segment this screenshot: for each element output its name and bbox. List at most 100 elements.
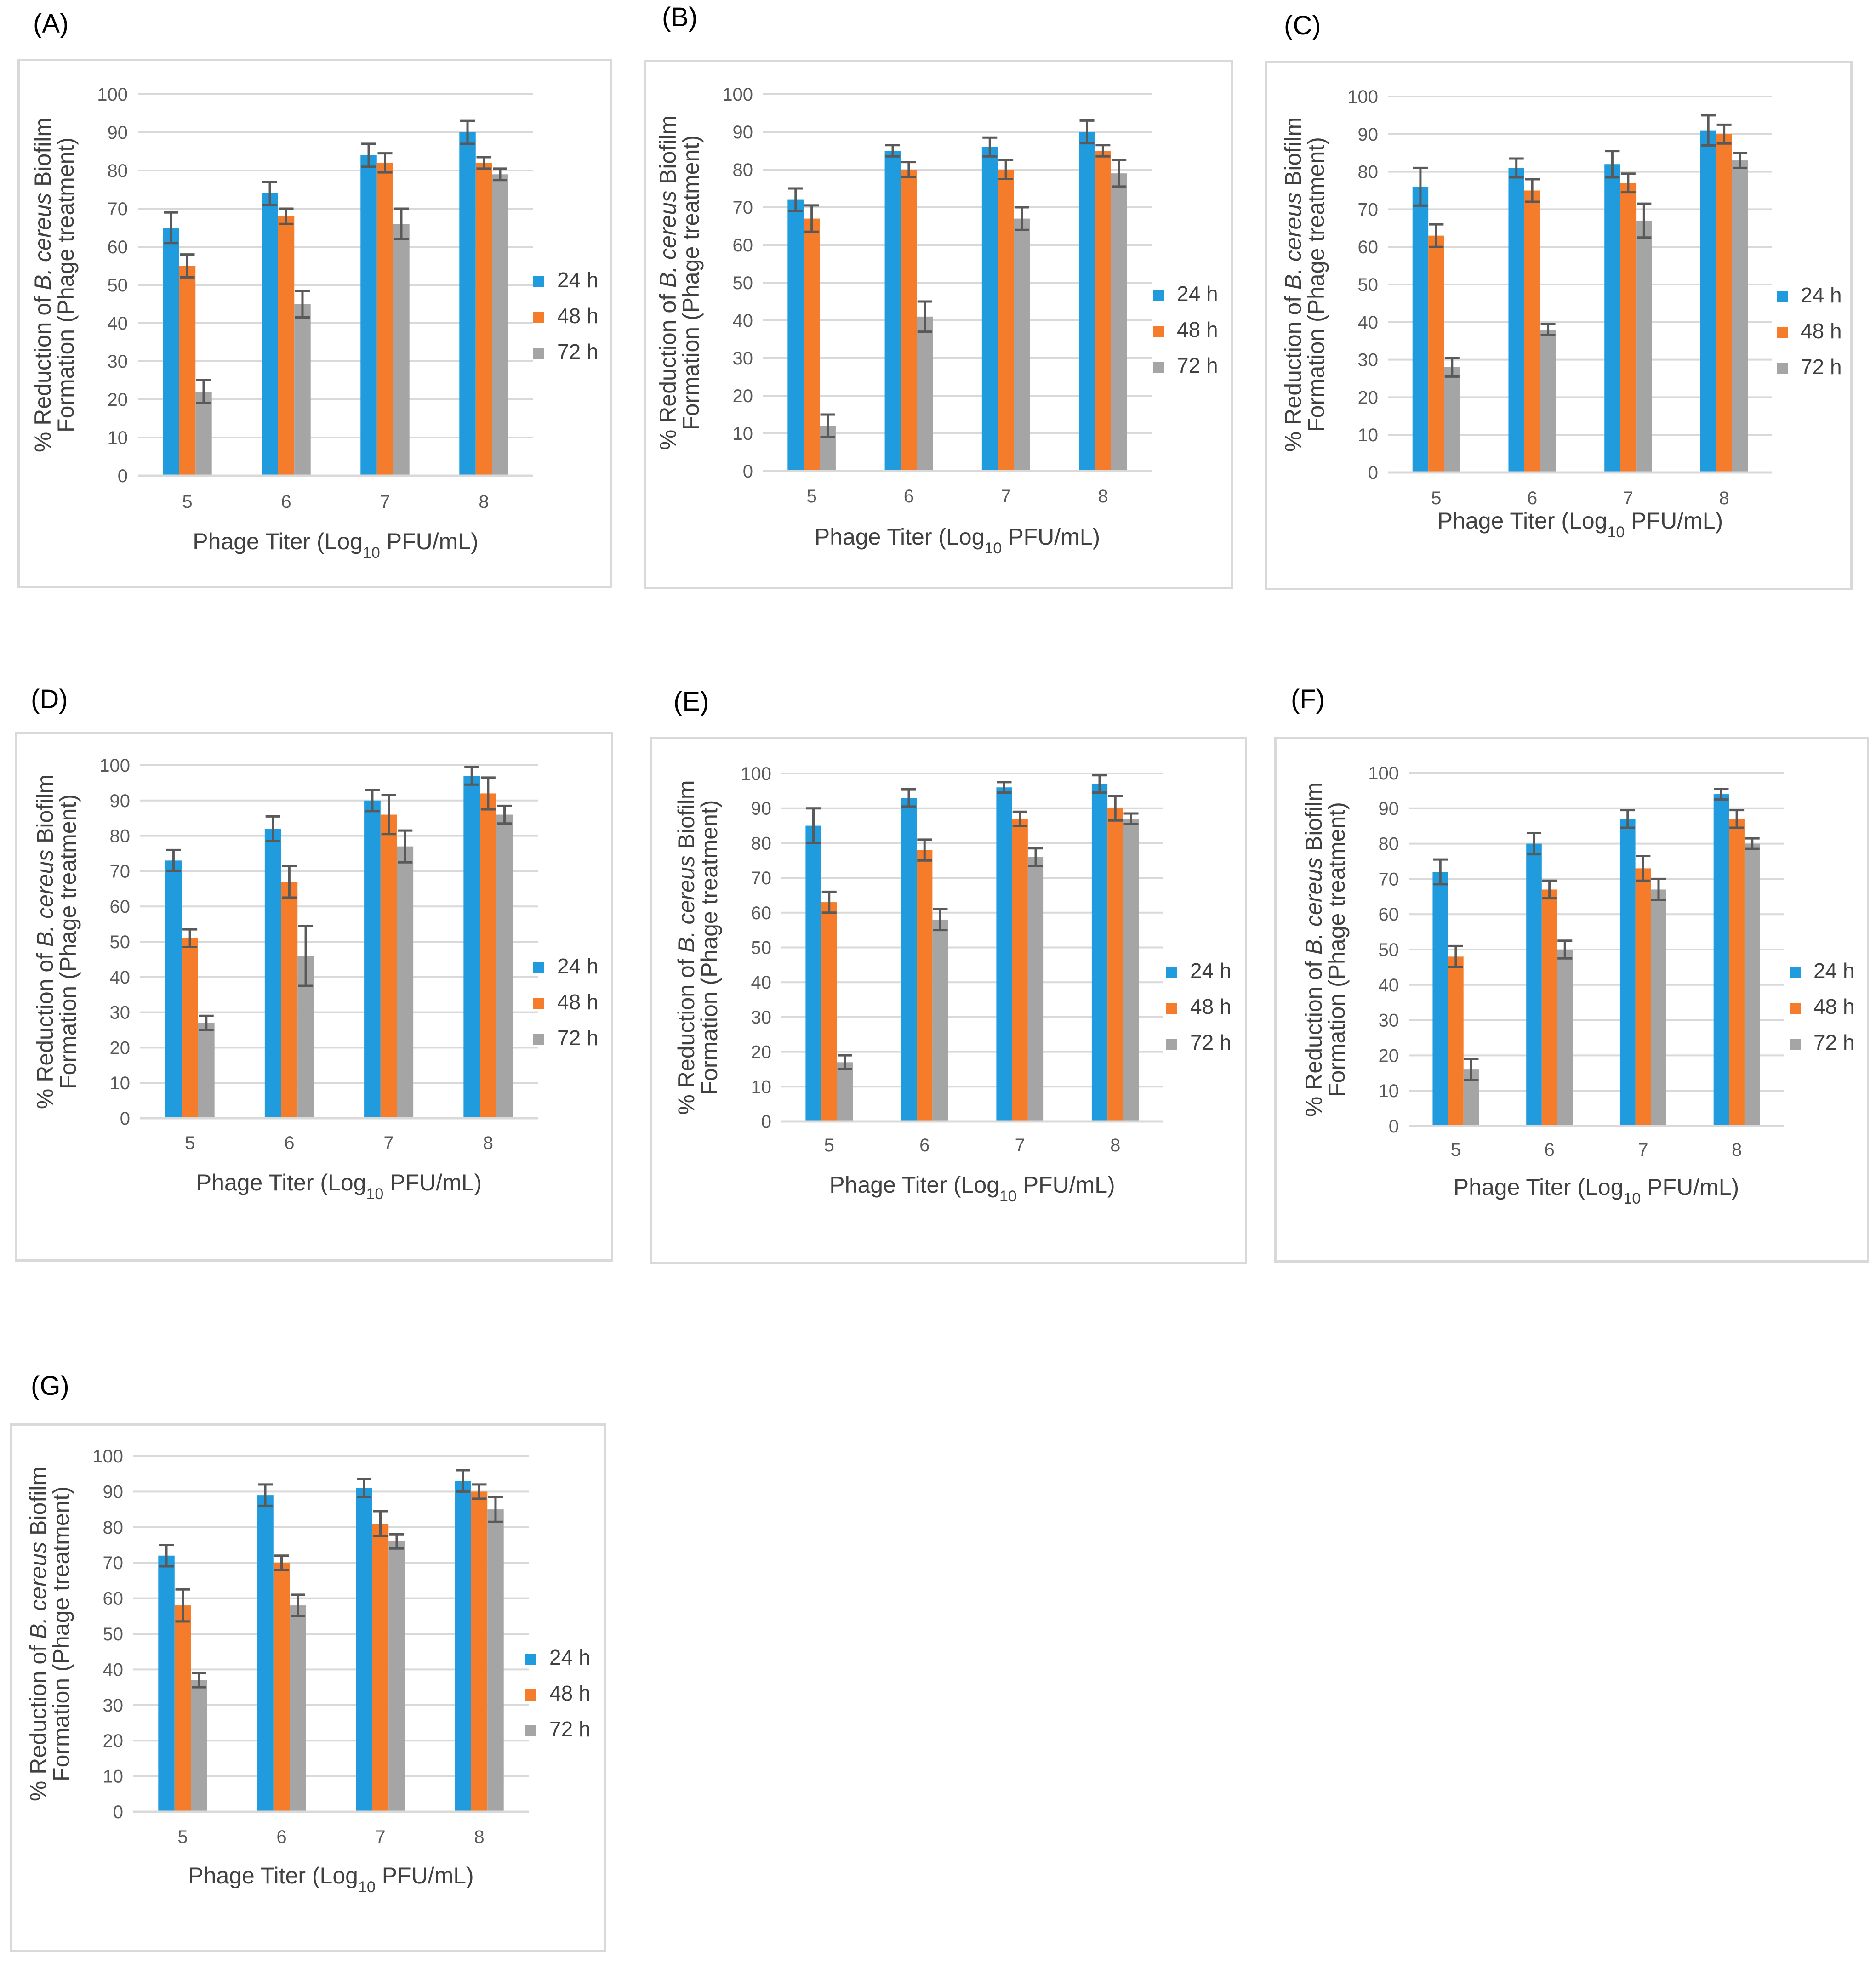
x-axis-title: Phage Titer (Log10 PFU/mL) (1454, 1174, 1739, 1207)
bar-72h-6 (932, 919, 948, 1121)
bar-24h-5 (787, 199, 804, 472)
y-tick-label: 40 (103, 1660, 124, 1680)
legend-label-24h: 24 h (1813, 959, 1855, 983)
bar-24h-7 (364, 800, 381, 1118)
bar-24h-5 (1432, 872, 1448, 1126)
chart-e: 0 10 20 30 40 50 60 70 80 90 100 5 6 7 8 Phage Titer (L… (673, 764, 1232, 1205)
bar-48h-7 (1620, 183, 1637, 472)
bar-48h-8 (471, 1491, 488, 1812)
x-axis-title: Phage Titer (Log10 PFU/mL) (188, 1863, 473, 1896)
legend-label-24h: 24 h (1801, 283, 1842, 307)
y-tick-label: 0 (120, 1109, 130, 1129)
y-tick-label: 50 (733, 273, 753, 293)
y-axis-title-line1: % Reduction of B. cereus Biofilm (673, 780, 699, 1115)
y-tick-label: 70 (103, 1553, 124, 1573)
x-tick-label: 8 (474, 1827, 484, 1847)
y-tick-label: 20 (103, 1731, 124, 1751)
y-tick-label: 30 (1358, 350, 1379, 370)
panel-label-b: (B) (662, 2, 698, 32)
y-tick-label: 40 (1358, 313, 1379, 333)
legend-label-24h: 24 h (557, 268, 599, 292)
x-tick-label: 8 (1098, 486, 1108, 506)
bar-48h-5 (179, 266, 196, 476)
bar-72h-6 (1557, 950, 1573, 1126)
x-tick-label: 8 (483, 1133, 493, 1153)
legend-label-48h: 48 h (1177, 318, 1218, 341)
y-tick-label: 30 (751, 1007, 772, 1028)
y-tick-label: 50 (1379, 940, 1399, 960)
x-tick-label: 6 (919, 1135, 929, 1155)
bar-72h-5 (198, 1023, 215, 1118)
bar-48h-6 (917, 850, 933, 1121)
bar-72h-5 (837, 1062, 853, 1121)
bar-72h-8 (1111, 173, 1127, 471)
panel-label-d: (D) (31, 684, 68, 714)
legend-swatch-72h (533, 348, 544, 359)
bar-48h-5 (174, 1605, 191, 1812)
y-axis-title-line2: Formation (Phage treatment) (48, 1486, 74, 1781)
bar-48h-7 (380, 814, 397, 1118)
y-tick-label: 20 (110, 1038, 131, 1058)
x-tick-label: 6 (904, 486, 914, 506)
x-tick-label: 7 (375, 1827, 385, 1847)
legend-swatch-48h (1153, 326, 1164, 337)
bar-24h-7 (360, 155, 377, 476)
chart-panel-e (650, 737, 1247, 1264)
y-axis-title-line1: % Reduction of B. cereus Biofilm (32, 774, 58, 1109)
bar-48h-7 (1012, 819, 1028, 1121)
y-tick-label: 10 (103, 1767, 124, 1787)
y-axis-title-line1: % Reduction of B. cereus Biofilm (655, 115, 681, 450)
y-tick-label: 60 (110, 897, 131, 917)
bar-48h-5 (804, 218, 820, 472)
y-tick-label: 20 (733, 386, 753, 406)
y-tick-label: 10 (108, 428, 128, 448)
legend-label-24h: 24 h (1190, 959, 1232, 983)
x-axis-title: Phage Titer (Log10 PFU/mL) (196, 1170, 482, 1203)
y-tick-label: 50 (103, 1624, 124, 1644)
bar-48h-7 (376, 163, 393, 476)
y-tick-label: 50 (1358, 275, 1379, 295)
x-tick-label: 7 (1001, 486, 1011, 506)
y-tick-label: 40 (751, 973, 772, 993)
bar-24h-7 (356, 1488, 372, 1812)
bar-24h-7 (996, 787, 1012, 1121)
y-tick-label: 90 (1379, 799, 1399, 819)
bar-24h-8 (1091, 784, 1108, 1121)
legend-swatch-24h (533, 276, 544, 287)
y-axis-title-line2: Formation (Phage treatment) (55, 794, 81, 1089)
bar-48h-5 (1448, 956, 1464, 1126)
y-axis-title-line1: % Reduction of B. cereus Biofilm (1280, 117, 1306, 452)
legend-label-72h: 72 h (557, 1026, 599, 1050)
x-tick-label: 6 (281, 492, 291, 512)
y-tick-label: 0 (761, 1112, 771, 1132)
bar-24h-8 (463, 776, 480, 1118)
y-tick-label: 70 (108, 199, 128, 219)
x-tick-label: 7 (384, 1133, 394, 1153)
bar-24h-5 (1412, 187, 1429, 472)
y-axis-title-line1: % Reduction of B. cereus Biofilm (30, 118, 56, 452)
bar-72h-7 (1027, 857, 1044, 1121)
y-tick-label: 30 (110, 1003, 131, 1023)
y-tick-label: 70 (751, 868, 772, 888)
legend-swatch-24h (533, 962, 544, 973)
y-tick-label: 30 (1379, 1011, 1399, 1031)
bar-48h-7 (372, 1524, 389, 1812)
bar-48h-6 (1524, 190, 1540, 472)
x-tick-label: 7 (1623, 488, 1633, 508)
bar-48h-6 (278, 216, 295, 476)
y-tick-label: 90 (103, 1482, 124, 1502)
chart-panel-d (15, 732, 613, 1262)
bar-24h-5 (158, 1555, 175, 1812)
bar-72h-5 (1444, 367, 1460, 472)
bar-48h-8 (1107, 808, 1123, 1121)
legend-swatch-48h (1166, 1003, 1177, 1014)
legend-label-24h: 24 h (557, 954, 599, 978)
bar-48h-6 (273, 1563, 290, 1812)
y-tick-label: 100 (1347, 87, 1378, 107)
legend-label-48h: 48 h (557, 304, 599, 328)
bar-48h-6 (901, 170, 917, 471)
bar-72h-5 (195, 392, 212, 476)
x-tick-label: 8 (1110, 1135, 1120, 1155)
